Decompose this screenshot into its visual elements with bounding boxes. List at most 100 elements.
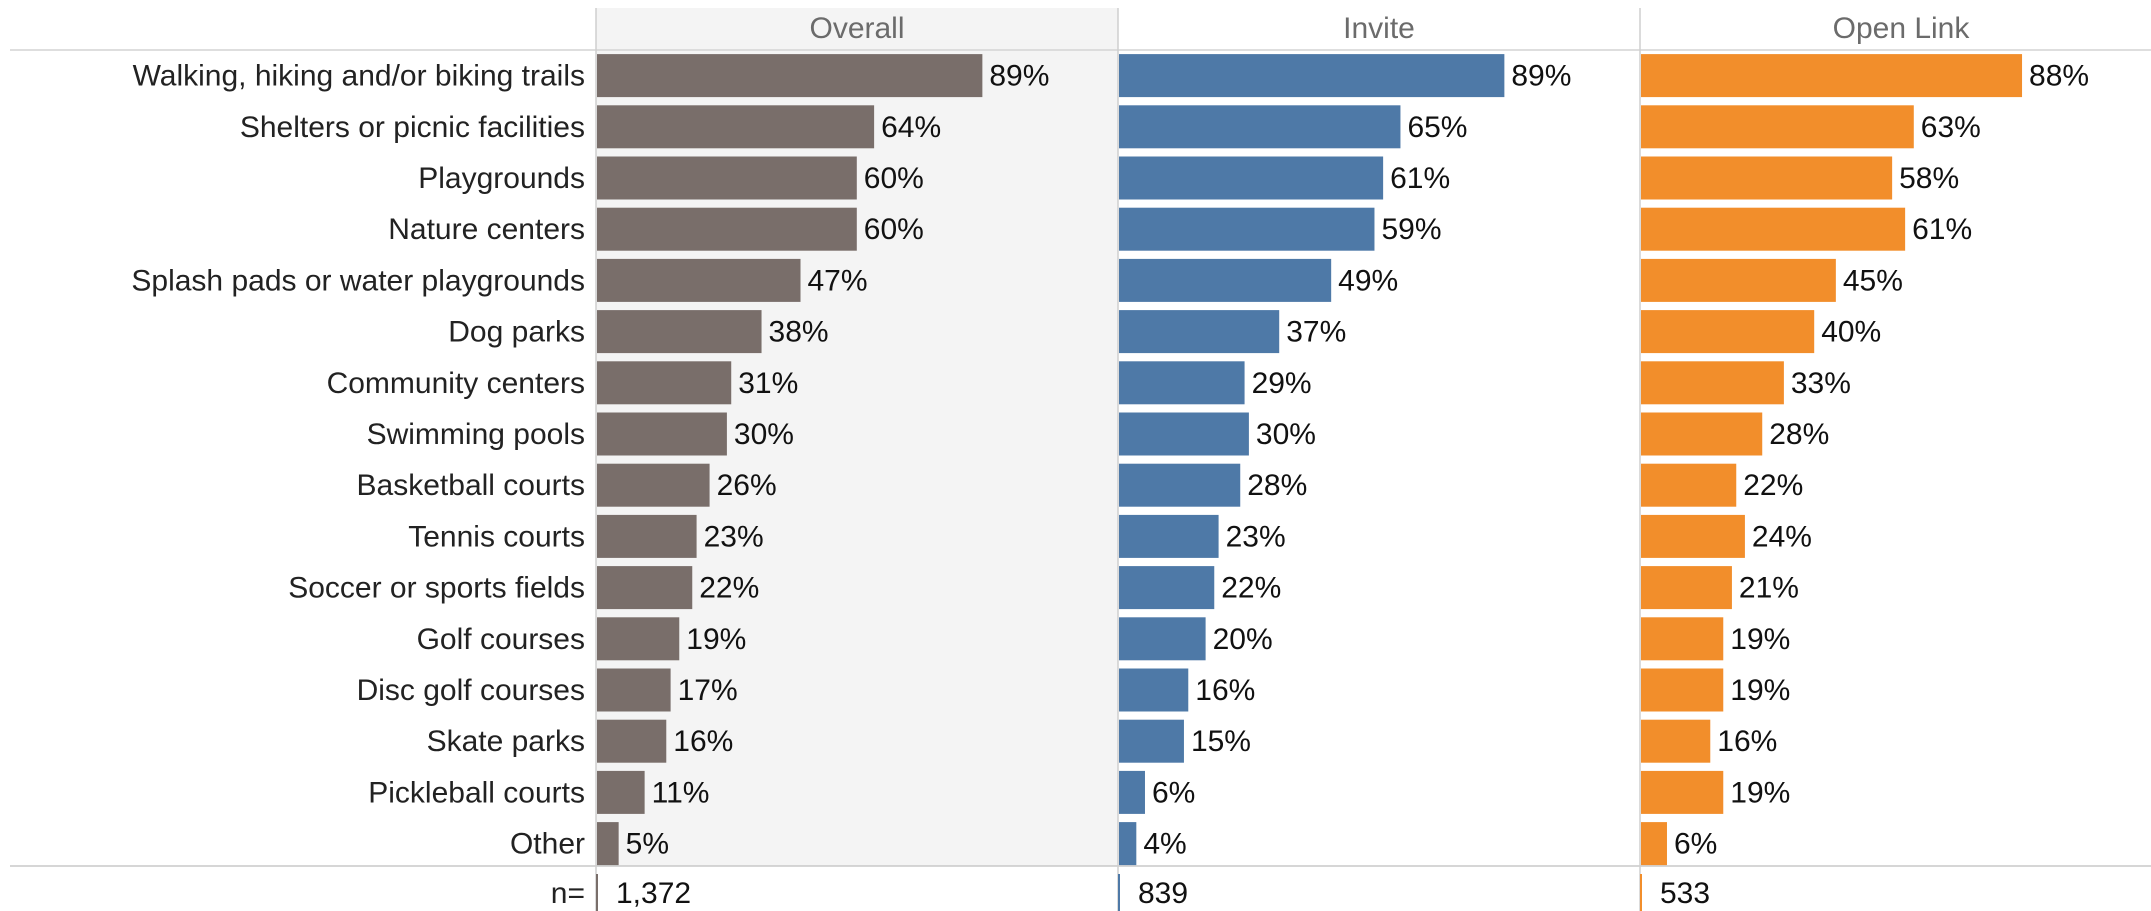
category-label: Skate parks	[427, 725, 585, 758]
bar	[597, 617, 680, 661]
data-label: 33%	[1791, 367, 1851, 400]
data-label: 45%	[1843, 264, 1903, 297]
bar	[597, 719, 667, 763]
data-label: 22%	[699, 572, 759, 605]
bar	[1119, 822, 1137, 866]
panel-title: Open Link	[1833, 12, 1971, 45]
bar	[597, 412, 727, 456]
data-label: 47%	[808, 264, 868, 297]
bar	[1119, 310, 1280, 354]
data-label: 24%	[1752, 520, 1812, 553]
data-label: 60%	[864, 162, 924, 195]
bar	[1641, 770, 1724, 814]
data-label: 23%	[1226, 520, 1286, 553]
bar	[1641, 361, 1784, 405]
data-label: 28%	[1247, 469, 1307, 502]
bar	[597, 770, 645, 814]
category-label: Nature centers	[388, 213, 585, 246]
data-label: 5%	[626, 828, 669, 861]
data-label: 65%	[1407, 111, 1467, 144]
n-value: 533	[1660, 877, 1710, 910]
category-label: Swimming pools	[367, 418, 585, 451]
data-label: 20%	[1213, 623, 1273, 656]
data-label: 16%	[673, 725, 733, 758]
category-label: Golf courses	[417, 623, 585, 656]
data-label: 38%	[769, 316, 829, 349]
bar	[1119, 258, 1332, 302]
panel-title: Invite	[1343, 12, 1415, 45]
category-label: Pickleball courts	[368, 776, 585, 809]
data-label: 23%	[704, 520, 764, 553]
bar	[1119, 54, 1505, 98]
data-label: 61%	[1390, 162, 1450, 195]
n-value: 839	[1138, 877, 1188, 910]
bar	[1641, 617, 1724, 661]
category-label: Tennis courts	[408, 520, 585, 553]
data-label: 26%	[717, 469, 777, 502]
data-label: 40%	[1821, 316, 1881, 349]
bar	[1119, 617, 1206, 661]
bar	[597, 54, 983, 98]
data-label: 19%	[1730, 776, 1790, 809]
data-label: 19%	[1730, 623, 1790, 656]
category-label: Playgrounds	[418, 162, 585, 195]
data-label: 61%	[1912, 213, 1972, 246]
data-label: 30%	[734, 418, 794, 451]
data-label: 15%	[1191, 725, 1251, 758]
bar	[1641, 412, 1763, 456]
data-label: 21%	[1739, 572, 1799, 605]
category-label: Basketball courts	[357, 469, 585, 502]
category-label: Other	[510, 828, 585, 861]
bar	[1119, 105, 1401, 149]
data-label: 63%	[1921, 111, 1981, 144]
bar	[1641, 668, 1724, 712]
data-label: 28%	[1769, 418, 1829, 451]
panel-title: Overall	[809, 12, 904, 45]
bar	[1641, 566, 1732, 610]
data-label: 30%	[1256, 418, 1316, 451]
bar	[1119, 207, 1375, 251]
data-label: 37%	[1286, 316, 1346, 349]
bar	[1641, 822, 1667, 866]
category-label: Shelters or picnic facilities	[240, 111, 585, 144]
n-value: 1,372	[616, 877, 691, 910]
data-label: 22%	[1221, 572, 1281, 605]
n-label: n=	[551, 877, 585, 910]
data-label: 6%	[1674, 828, 1717, 861]
data-label: 59%	[1381, 213, 1441, 246]
bar	[1119, 156, 1384, 200]
bar	[597, 258, 801, 302]
data-label: 60%	[864, 213, 924, 246]
bar	[1119, 463, 1241, 507]
bar	[1119, 719, 1184, 763]
data-label: 17%	[678, 674, 738, 707]
data-label: 49%	[1338, 264, 1398, 297]
bar	[597, 361, 732, 405]
bar	[1119, 770, 1145, 814]
bar	[1119, 514, 1219, 558]
data-label: 31%	[738, 367, 798, 400]
data-label: 16%	[1195, 674, 1255, 707]
bar	[597, 156, 857, 200]
data-label: 19%	[686, 623, 746, 656]
data-label: 19%	[1730, 674, 1790, 707]
bar	[597, 668, 671, 712]
bar	[1119, 361, 1245, 405]
bar	[1641, 258, 1836, 302]
data-label: 64%	[881, 111, 941, 144]
data-label: 16%	[1717, 725, 1777, 758]
category-label: Soccer or sports fields	[288, 572, 585, 605]
bar	[597, 310, 762, 354]
bar	[597, 105, 875, 149]
data-label: 29%	[1252, 367, 1312, 400]
bar	[597, 566, 693, 610]
category-label: Community centers	[327, 367, 585, 400]
bar	[1641, 156, 1893, 200]
bar	[1119, 566, 1215, 610]
bar	[1641, 719, 1711, 763]
data-label: 11%	[652, 776, 710, 809]
data-label: 58%	[1899, 162, 1959, 195]
category-label: Disc golf courses	[357, 674, 585, 707]
data-label: 4%	[1143, 828, 1186, 861]
bar	[1641, 105, 1914, 149]
